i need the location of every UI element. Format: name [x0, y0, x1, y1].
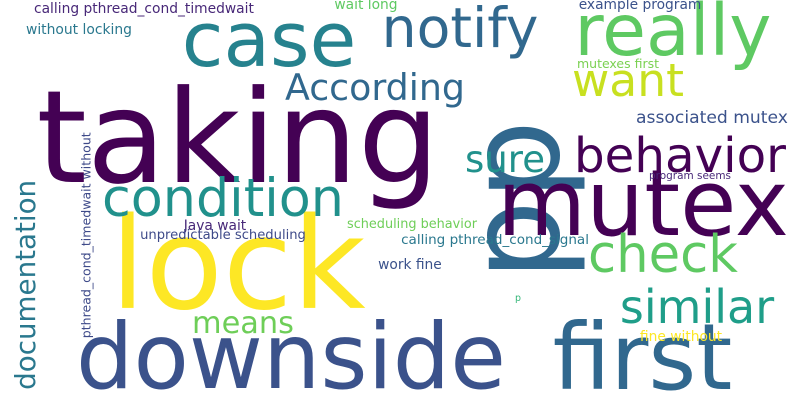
word-p: p — [515, 293, 521, 305]
word-program-seems: program seems — [649, 169, 732, 182]
word-calling-pthread-cond-timedwait: calling pthread_cond_timedwait — [34, 0, 254, 17]
word-unpredictable-scheduling: unpredictable scheduling — [140, 228, 306, 244]
word-wait-long: wait long — [334, 0, 398, 14]
word-java-wait: Java wait — [183, 218, 247, 235]
word-condition: condition — [102, 167, 344, 229]
word-behavior: behavior — [574, 127, 786, 184]
word-associated-mutex: associated mutex — [636, 108, 788, 129]
word-case: case — [181, 0, 357, 84]
word-want: want — [572, 54, 684, 108]
word-documentation: documentation — [9, 179, 43, 390]
word-sure: sure — [465, 137, 545, 181]
word-calling-pthread-cond-signal: calling pthread_cond_signal — [401, 232, 589, 249]
word-without-locking: without locking — [26, 22, 132, 39]
word-mutexes-first: mutexes first — [577, 55, 659, 71]
word-pthread-cond-timedwait-without: pthread_cond_timedwait without — [78, 131, 94, 338]
word-according: According — [285, 65, 465, 109]
word-scheduling-behavior: scheduling behavior — [347, 216, 477, 232]
word-similar: similar — [619, 280, 775, 334]
word-work-fine: work fine — [378, 257, 442, 274]
word-means: means — [192, 305, 294, 341]
word-downside: downside — [76, 304, 506, 400]
word-taking: taking — [36, 62, 440, 213]
word-first: first — [552, 304, 733, 400]
word-example-program: example program — [578, 0, 702, 14]
word-check: check — [588, 225, 738, 286]
word-really: really — [574, 0, 772, 73]
word-lock: lock — [110, 190, 366, 338]
word-mutex: mutex — [497, 150, 789, 258]
word-notify: notify — [381, 0, 539, 62]
word-fine-without: fine without — [639, 329, 723, 346]
